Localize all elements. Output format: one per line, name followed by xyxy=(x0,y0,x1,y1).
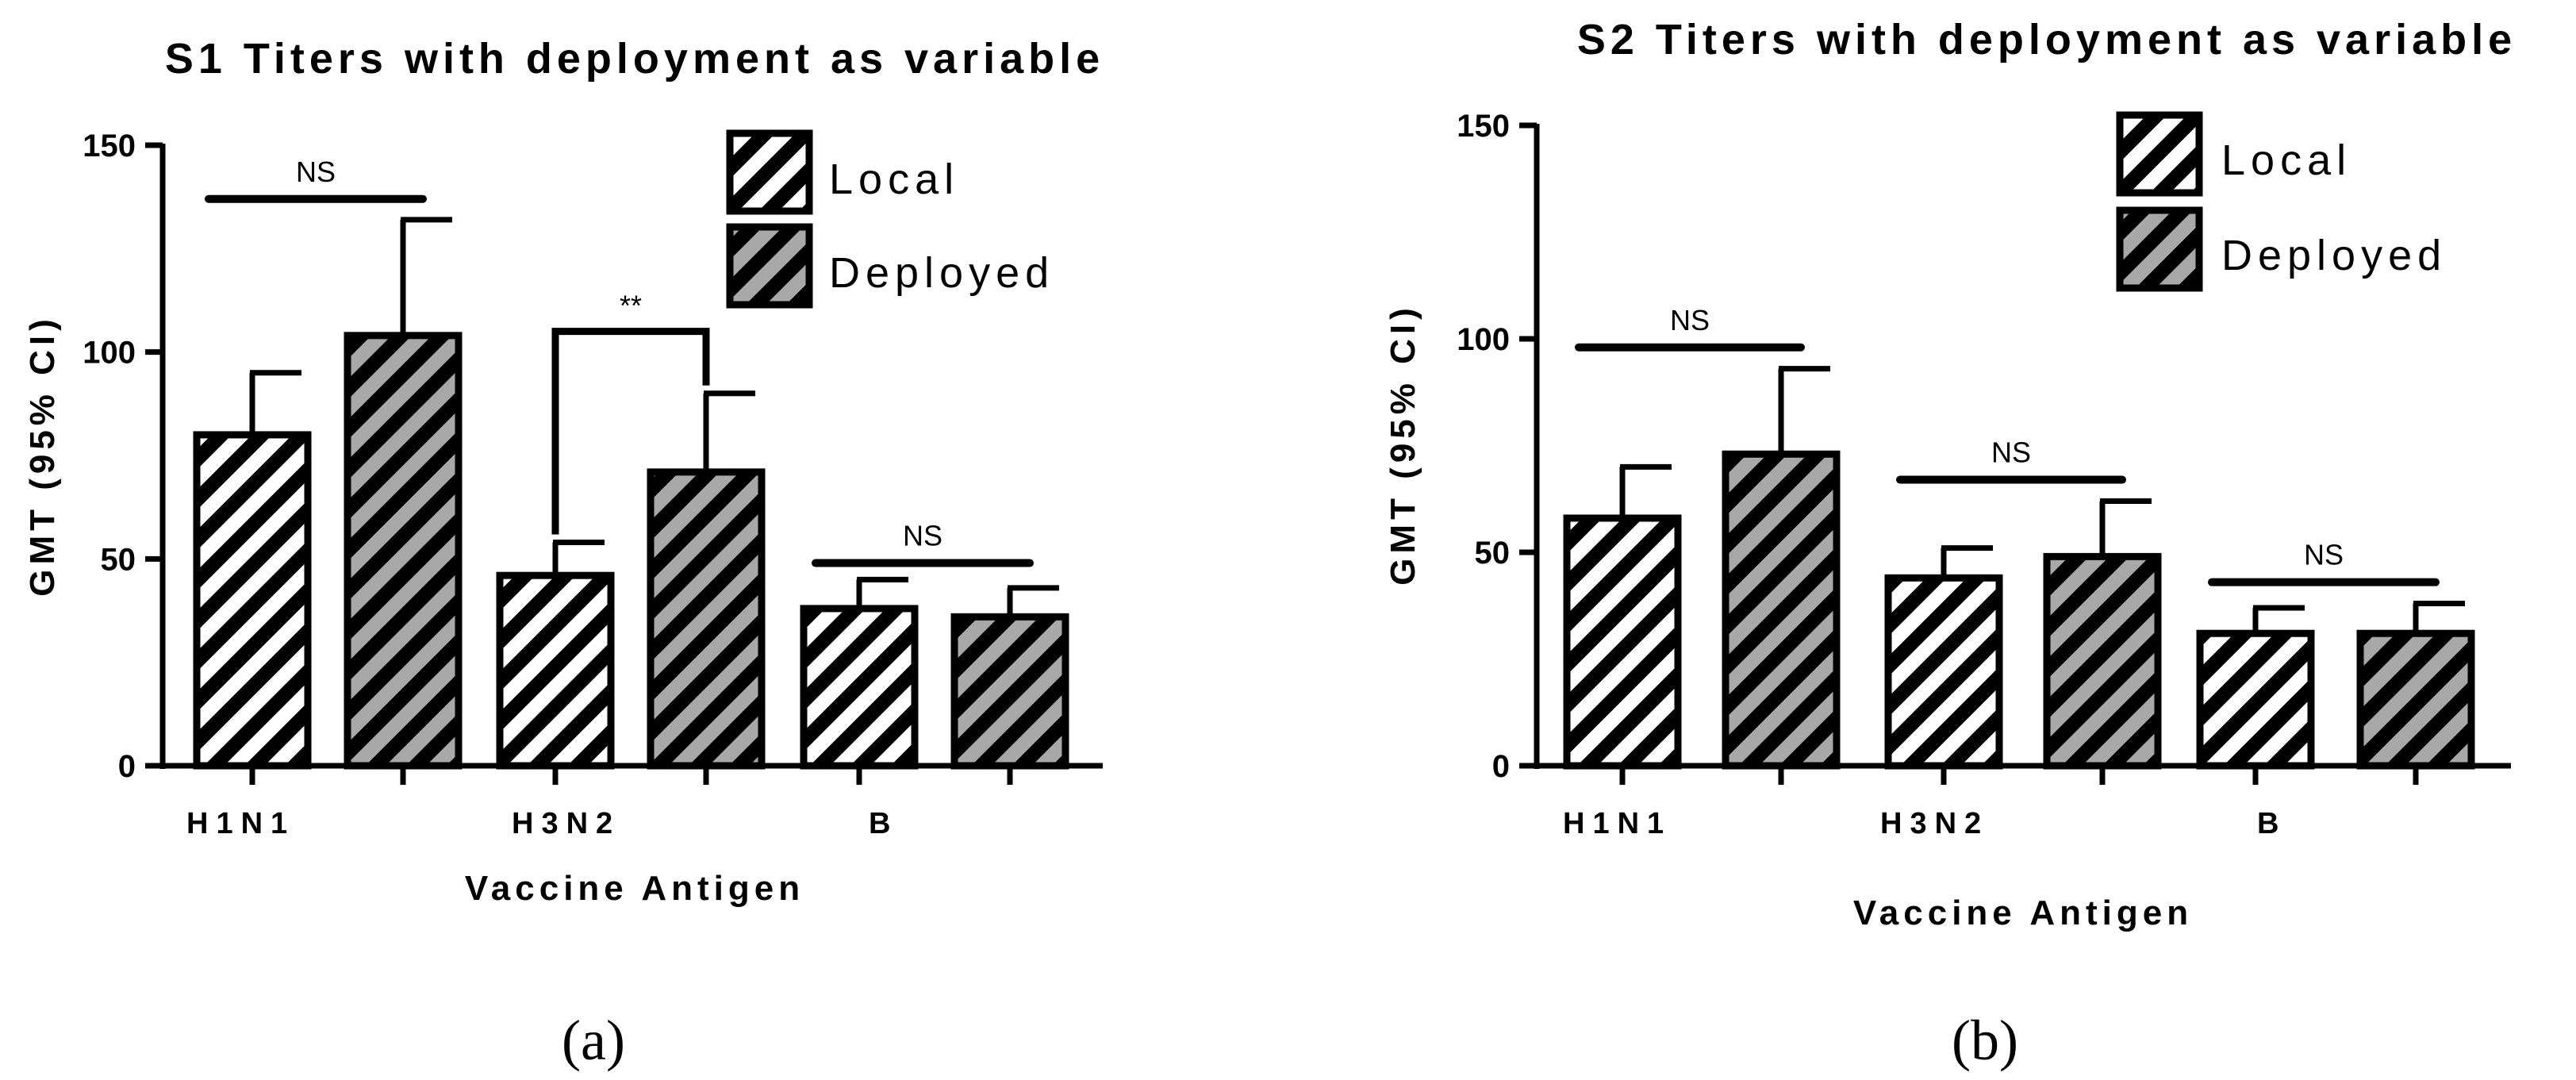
legend-swatch-local xyxy=(726,129,813,215)
significance-label: NS xyxy=(1991,436,2031,469)
significance-label: NS xyxy=(1670,304,1710,336)
bar-deployed-h1n1 xyxy=(344,332,463,770)
y-tick-label: 150 xyxy=(1457,109,1510,144)
significance-label: NS xyxy=(2304,539,2344,571)
chart-title: S2 Titers with deployment as variable xyxy=(1577,16,2516,63)
category-label-h3n2: H3N2 xyxy=(512,807,620,840)
y-tick-label: 0 xyxy=(118,749,136,784)
bar-local-b xyxy=(2196,629,2315,770)
legend-swatch-local xyxy=(2116,111,2203,197)
y-tick-label: 0 xyxy=(1492,749,1510,784)
y-tick-label: 150 xyxy=(83,129,136,163)
legend-swatch-deployed xyxy=(2116,206,2203,292)
bar-deployed-h3n2 xyxy=(2043,552,2162,770)
category-label-h1n1: H1N1 xyxy=(186,807,295,840)
bar-local-h3n2 xyxy=(1884,574,2003,770)
legend-swatch-deployed xyxy=(726,223,813,309)
y-axis-title: GMT (95% CI) xyxy=(23,314,62,597)
category-label-b: B xyxy=(869,807,898,840)
bar-deployed-b xyxy=(950,613,1069,770)
legend-label-deployed: Deployed xyxy=(829,249,1054,297)
x-axis-title: Vaccine Antigen xyxy=(465,869,804,908)
significance-label: NS xyxy=(296,156,336,188)
chart-panel-b: S2 Titers with deployment as variable 0 50… xyxy=(1384,16,2516,1072)
panel-label: (b) xyxy=(1952,1009,2018,1072)
category-label-h3n2: H3N2 xyxy=(1880,807,1989,840)
y-tick-label: 100 xyxy=(1457,322,1510,357)
x-axis-title: Vaccine Antigen xyxy=(1853,894,2193,932)
legend-label-local: Local xyxy=(829,156,959,203)
significance-bracket xyxy=(551,328,710,535)
significance-label: NS xyxy=(903,520,942,552)
y-tick-label: 50 xyxy=(101,542,136,577)
bar-deployed-h3n2 xyxy=(647,468,766,770)
bar-local-h3n2 xyxy=(496,571,615,770)
panel-label: (a) xyxy=(562,1009,625,1072)
y-tick-label: 100 xyxy=(83,336,136,371)
y-tick-label: 50 xyxy=(1475,536,1511,571)
chart-title: S1 Titers with deployment as variable xyxy=(165,35,1104,83)
category-label-b: B xyxy=(2257,807,2286,840)
bar-local-b xyxy=(800,605,919,770)
bar-local-h1n1 xyxy=(1563,514,1682,770)
bar-deployed-h1n1 xyxy=(1722,450,1841,770)
chart-panel-a: S1 Titers with deployment as variable 0 50… xyxy=(23,35,1104,1072)
legend-label-local: Local xyxy=(2221,136,2351,184)
significance-label: ** xyxy=(620,290,642,322)
category-label-h1n1: H1N1 xyxy=(1563,807,1672,840)
bar-local-h1n1 xyxy=(193,431,312,770)
y-axis-title: GMT (95% CI) xyxy=(1384,303,1422,586)
legend-label-deployed: Deployed xyxy=(2221,232,2447,279)
bar-deployed-b xyxy=(2356,629,2475,770)
